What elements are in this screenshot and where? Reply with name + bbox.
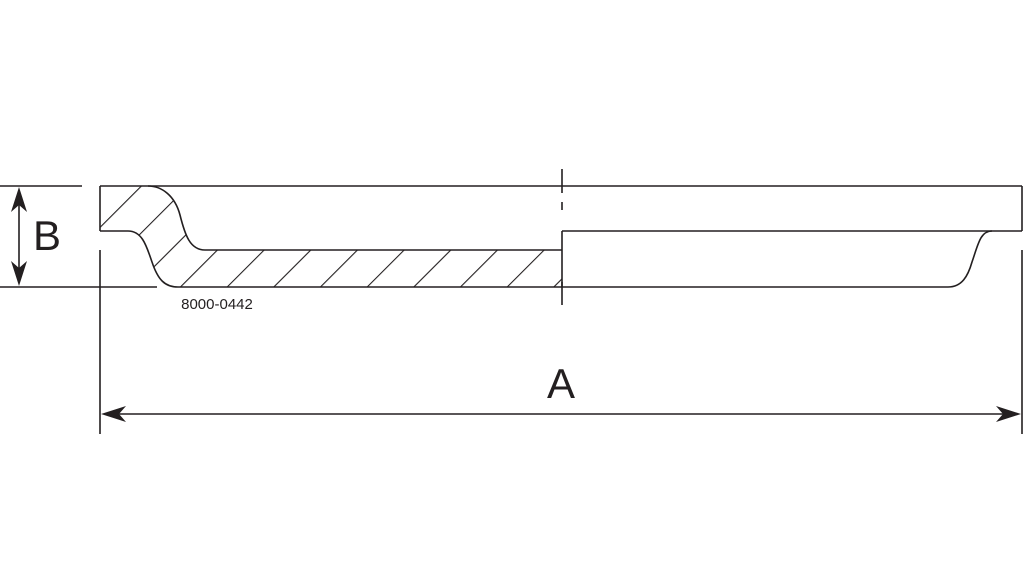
arrow-left-icon — [101, 406, 126, 422]
arrow-up-icon — [11, 187, 27, 212]
part-outline — [99, 185, 1023, 288]
dimension-b: B — [0, 185, 157, 288]
dimension-a: A — [99, 250, 1023, 434]
dimension-b-label: B — [33, 212, 61, 259]
arrow-right-icon — [996, 406, 1021, 422]
arrow-down-icon — [11, 261, 27, 286]
dimension-a-label: A — [547, 360, 575, 407]
part-number: 8000-0442 — [181, 296, 253, 313]
section-hatching — [100, 186, 562, 287]
